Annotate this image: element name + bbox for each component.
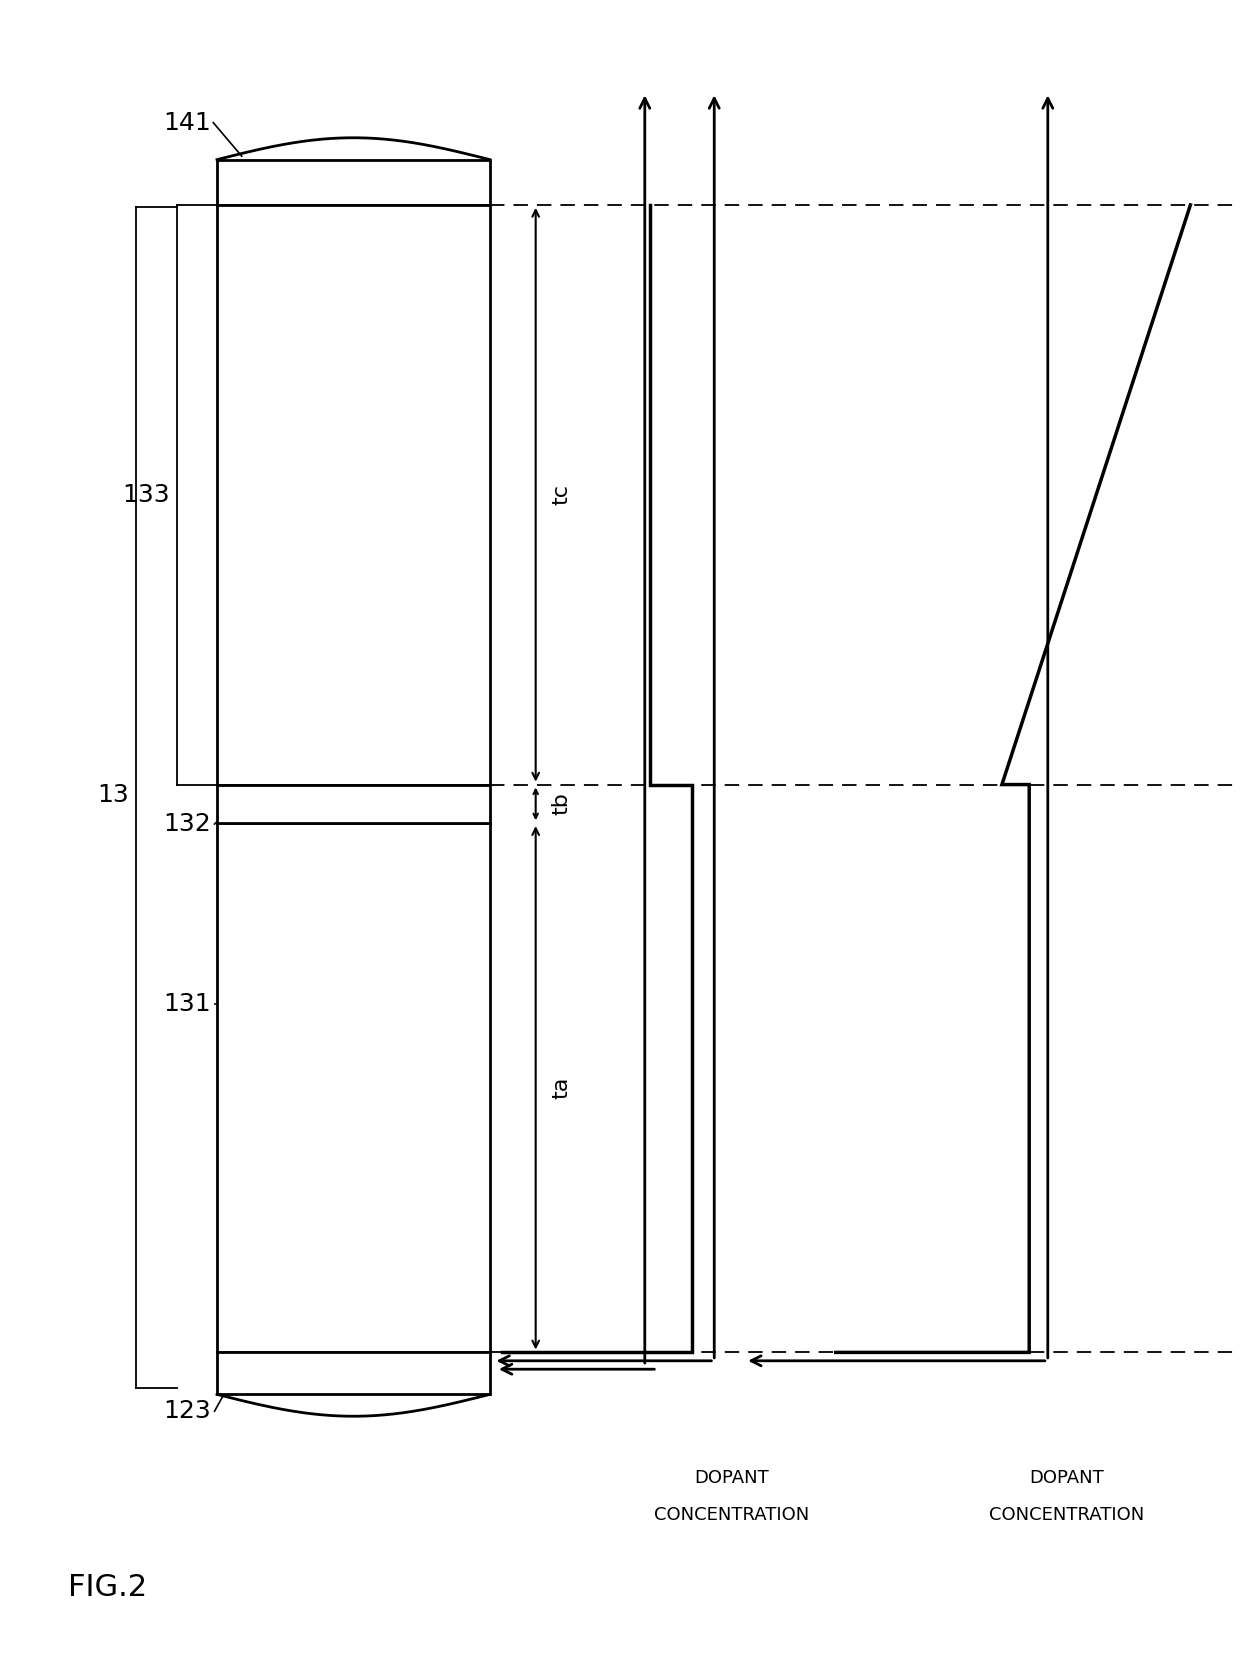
Bar — [217, 160, 490, 205]
Text: 131: 131 — [164, 991, 211, 1016]
Text: DOPANT: DOPANT — [1029, 1470, 1104, 1487]
Bar — [217, 160, 490, 205]
Text: FIG.2: FIG.2 — [68, 1572, 148, 1603]
Bar — [217, 205, 490, 785]
Text: 132: 132 — [162, 811, 211, 837]
Text: ta: ta — [552, 1077, 572, 1099]
Text: 123: 123 — [162, 1399, 211, 1423]
Bar — [219, 786, 487, 822]
Bar — [217, 1352, 490, 1394]
Text: (n): (n) — [331, 795, 363, 813]
Text: tb: tb — [552, 793, 572, 815]
Text: (n): (n) — [332, 480, 374, 509]
Bar — [217, 205, 490, 785]
Text: 133: 133 — [123, 482, 170, 507]
Text: CONCENTRATION: CONCENTRATION — [653, 1507, 810, 1524]
Bar — [217, 823, 490, 1352]
Text: tc: tc — [552, 484, 572, 506]
Text: 141: 141 — [162, 111, 211, 134]
Bar — [217, 823, 490, 1352]
Text: 13: 13 — [97, 783, 129, 808]
Bar — [217, 785, 490, 823]
Bar — [217, 1352, 490, 1394]
Text: DOPANT: DOPANT — [694, 1470, 769, 1487]
Text: (p): (p) — [332, 1074, 374, 1102]
Text: CONCENTRATION: CONCENTRATION — [988, 1507, 1145, 1524]
